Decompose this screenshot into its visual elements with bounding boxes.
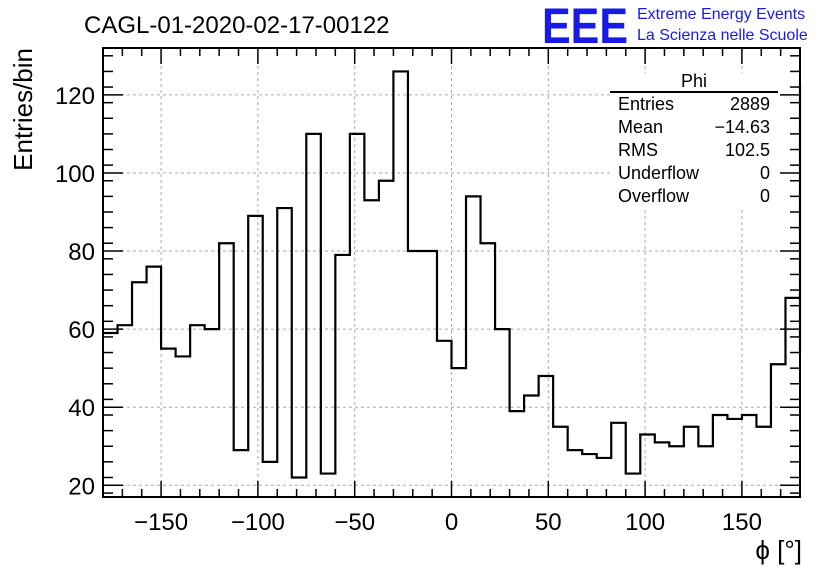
stats-box: Phi Entries 2889 Mean −14.63 RMS 102.5 Underfl… (610, 71, 778, 209)
stats-row-value: 0 (760, 186, 770, 206)
stats-row-label: Mean (618, 117, 663, 137)
stats-row-label: Overflow (618, 186, 690, 206)
y-tick-label: 60 (68, 317, 95, 344)
eee-logo-line2: La Scienza nelle Scuole (637, 27, 808, 44)
stats-title: Phi (681, 71, 707, 91)
x-tick-label: −50 (334, 509, 375, 536)
stats-row-value: 2889 (730, 94, 770, 114)
eee-logo-mark: EEE (542, 0, 628, 54)
y-tick-label: 80 (68, 239, 95, 266)
x-tick-label: 0 (445, 509, 458, 536)
y-tick-label: 120 (55, 83, 95, 110)
x-tick-labels: −150 −100 −50 0 50 100 150 (134, 509, 762, 536)
y-tick-label: 100 (55, 161, 95, 188)
stats-row-value: 0 (760, 163, 770, 183)
y-axis-label: Entries/bin (8, 48, 38, 171)
grid-lines (103, 48, 800, 497)
x-tick-label: −100 (231, 509, 285, 536)
stats-row-value: −14.63 (714, 117, 770, 137)
eee-logo: EEE Extreme Energy Events La Scienza nel… (542, 0, 808, 54)
stats-row-label: Underflow (618, 163, 700, 183)
y-tick-labels: 20 40 60 80 100 120 (55, 83, 95, 500)
axis-ticks (102, 48, 801, 497)
plot-frame (102, 47, 801, 498)
stats-row-value: 102.5 (725, 140, 770, 160)
x-axis-label: ϕ [°] (755, 535, 802, 565)
histogram-line (103, 70, 802, 479)
stats-row-label: RMS (618, 140, 658, 160)
x-tick-label: 100 (625, 509, 665, 536)
x-tick-label: 150 (722, 509, 762, 536)
eee-logo-line1: Extreme Energy Events (637, 6, 805, 23)
y-tick-label: 40 (68, 395, 95, 422)
x-tick-label: −150 (134, 509, 188, 536)
stats-row-label: Entries (618, 94, 674, 114)
chart-title: CAGL-01-2020-02-17-00122 (84, 12, 390, 39)
x-tick-label: 50 (535, 509, 562, 536)
y-tick-label: 20 (68, 473, 95, 500)
